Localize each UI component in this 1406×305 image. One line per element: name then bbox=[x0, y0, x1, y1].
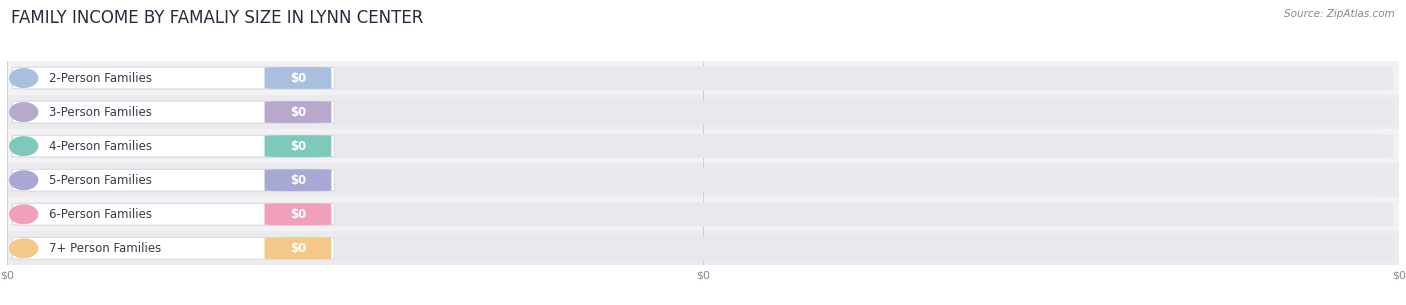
Bar bbox=[7, 163, 1399, 197]
FancyBboxPatch shape bbox=[13, 67, 335, 89]
Bar bbox=[7, 95, 1399, 129]
Ellipse shape bbox=[10, 205, 38, 224]
FancyBboxPatch shape bbox=[11, 168, 1393, 192]
Text: FAMILY INCOME BY FAMALIY SIZE IN LYNN CENTER: FAMILY INCOME BY FAMALIY SIZE IN LYNN CE… bbox=[11, 9, 423, 27]
Ellipse shape bbox=[10, 137, 38, 156]
Text: 2-Person Families: 2-Person Families bbox=[49, 72, 152, 84]
FancyBboxPatch shape bbox=[11, 202, 1393, 226]
FancyBboxPatch shape bbox=[11, 236, 1393, 260]
Bar bbox=[7, 129, 1399, 163]
FancyBboxPatch shape bbox=[13, 101, 335, 123]
Ellipse shape bbox=[10, 69, 38, 87]
FancyBboxPatch shape bbox=[11, 134, 1393, 158]
Ellipse shape bbox=[10, 103, 38, 121]
Text: 3-Person Families: 3-Person Families bbox=[49, 106, 152, 119]
FancyBboxPatch shape bbox=[13, 237, 335, 259]
Text: $0: $0 bbox=[290, 72, 307, 84]
Bar bbox=[7, 231, 1399, 265]
Text: 6-Person Families: 6-Person Families bbox=[49, 208, 152, 221]
Text: $0: $0 bbox=[290, 106, 307, 119]
FancyBboxPatch shape bbox=[13, 135, 335, 157]
Text: $0: $0 bbox=[290, 174, 307, 187]
Ellipse shape bbox=[10, 239, 38, 258]
Text: Source: ZipAtlas.com: Source: ZipAtlas.com bbox=[1284, 9, 1395, 19]
Text: $0: $0 bbox=[290, 242, 307, 255]
FancyBboxPatch shape bbox=[264, 67, 332, 89]
FancyBboxPatch shape bbox=[264, 135, 332, 157]
FancyBboxPatch shape bbox=[11, 66, 1393, 90]
FancyBboxPatch shape bbox=[264, 169, 332, 191]
Bar bbox=[7, 197, 1399, 231]
FancyBboxPatch shape bbox=[264, 203, 332, 225]
Text: $0: $0 bbox=[290, 140, 307, 152]
Text: 7+ Person Families: 7+ Person Families bbox=[49, 242, 162, 255]
FancyBboxPatch shape bbox=[264, 101, 332, 123]
FancyBboxPatch shape bbox=[11, 100, 1393, 124]
Ellipse shape bbox=[10, 171, 38, 189]
Text: 5-Person Families: 5-Person Families bbox=[49, 174, 152, 187]
Text: $0: $0 bbox=[290, 208, 307, 221]
Bar bbox=[7, 61, 1399, 95]
FancyBboxPatch shape bbox=[13, 203, 335, 225]
Text: 4-Person Families: 4-Person Families bbox=[49, 140, 152, 152]
FancyBboxPatch shape bbox=[13, 169, 335, 191]
FancyBboxPatch shape bbox=[264, 237, 332, 259]
